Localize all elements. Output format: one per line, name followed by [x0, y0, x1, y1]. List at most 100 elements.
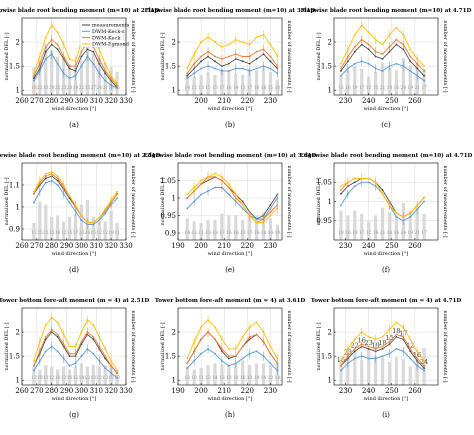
count-bar: [91, 216, 95, 240]
count-label: 33: [43, 85, 49, 91]
data-point: [381, 189, 384, 191]
data-point: [255, 350, 258, 353]
y-tick-label: 1.5: [165, 62, 176, 70]
subplot-i: Tower bottom fore-aft moment (m = 4) at …: [311, 297, 462, 419]
count-label: 18: [261, 230, 267, 236]
y-tick-label: 2: [172, 328, 176, 336]
data-point: [62, 55, 65, 58]
count-bar: [408, 210, 412, 240]
count-bar: [185, 366, 189, 385]
data-point: [62, 184, 65, 186]
count-label: 15: [90, 230, 96, 236]
count-label: 13: [226, 375, 232, 381]
data-point: [68, 201, 71, 204]
data-point: [214, 55, 216, 58]
data-point: [248, 70, 251, 72]
data-point: [409, 70, 412, 72]
y-axis-label: normalized DEL [-]: [4, 322, 10, 370]
data-point: [269, 60, 272, 63]
data-point: [276, 207, 279, 210]
data-point: [395, 321, 398, 324]
subplot-title: Flapwise blade root bending moment (m=10…: [301, 7, 472, 14]
subfigure-label: (f): [382, 266, 390, 274]
count-bar: [248, 68, 252, 95]
x-tick-label: 200: [194, 242, 207, 250]
count-label: 15: [67, 230, 73, 236]
data-point: [402, 48, 405, 51]
data-point: [44, 181, 47, 184]
count-bar: [192, 221, 196, 240]
data-point: [388, 45, 391, 48]
data-point: [269, 214, 272, 217]
count-label: 10: [55, 375, 61, 381]
count-label: 16: [254, 85, 260, 91]
count-label: 19: [352, 85, 358, 91]
data-point: [409, 338, 412, 341]
x-tick-label: 190: [171, 242, 184, 250]
x-tick-label: 310: [90, 242, 103, 250]
data-point: [255, 218, 258, 220]
subplot-title: Tower bottom fore-aft moment (m = 4) at …: [311, 297, 462, 304]
data-point: [340, 67, 342, 70]
data-point: [80, 355, 83, 358]
data-point: [388, 65, 391, 68]
x-tick-label: 240: [362, 97, 375, 105]
data-point: [32, 360, 35, 362]
data-point: [255, 36, 258, 39]
data-point: [381, 345, 384, 348]
count-bar: [268, 364, 273, 385]
subplot-b: Flapwise blade root bending moment (m=10…: [145, 7, 316, 129]
data-point: [80, 343, 83, 345]
data-point: [346, 55, 349, 58]
data-point: [207, 319, 209, 321]
count-bar: [85, 366, 89, 385]
data-point: [214, 60, 216, 63]
data-point: [409, 212, 412, 214]
y-tick-label: 1.05: [316, 179, 332, 187]
data-point: [80, 65, 83, 68]
count-label: 16: [226, 85, 232, 91]
count-label: 17: [73, 230, 79, 236]
count-label: 17: [421, 85, 427, 91]
count-label: 13: [268, 375, 274, 381]
data-point: [227, 348, 230, 350]
data-point: [346, 348, 349, 350]
plot-frame: [177, 162, 283, 241]
x-tick-label: 230: [339, 387, 352, 395]
count-label: 11: [198, 375, 204, 381]
y2-axis-label: number of measurements [-]: [442, 165, 448, 237]
data-point: [56, 335, 59, 338]
data-point: [395, 216, 398, 218]
data-point: [56, 350, 59, 353]
x-tick-label: 320: [104, 242, 117, 250]
count-label: 16: [394, 85, 400, 91]
count-bar: [32, 366, 36, 385]
data-point: [423, 367, 426, 370]
data-point: [186, 357, 189, 360]
data-point: [193, 67, 196, 70]
data-point: [346, 355, 349, 358]
count-label: 14: [254, 375, 260, 381]
data-point: [360, 177, 363, 180]
data-point: [416, 74, 419, 77]
data-point: [353, 350, 356, 353]
data-point: [262, 65, 265, 68]
data-point: [186, 362, 189, 365]
count-label: 16: [337, 356, 345, 364]
count-bar: [387, 67, 392, 95]
data-point: [340, 62, 342, 65]
data-point: [62, 43, 65, 46]
count-bar: [185, 218, 189, 240]
count-bar: [353, 65, 357, 95]
count-label: 17: [421, 230, 427, 236]
data-point: [32, 74, 35, 77]
count-bar: [275, 79, 279, 95]
series-line-egmond: [186, 319, 278, 359]
data-point: [207, 55, 209, 58]
data-point: [374, 338, 377, 341]
data-point: [248, 326, 251, 329]
y2-axis-label: number of measurements [-]: [442, 20, 448, 92]
data-point: [110, 372, 113, 374]
count-bar: [254, 70, 259, 95]
